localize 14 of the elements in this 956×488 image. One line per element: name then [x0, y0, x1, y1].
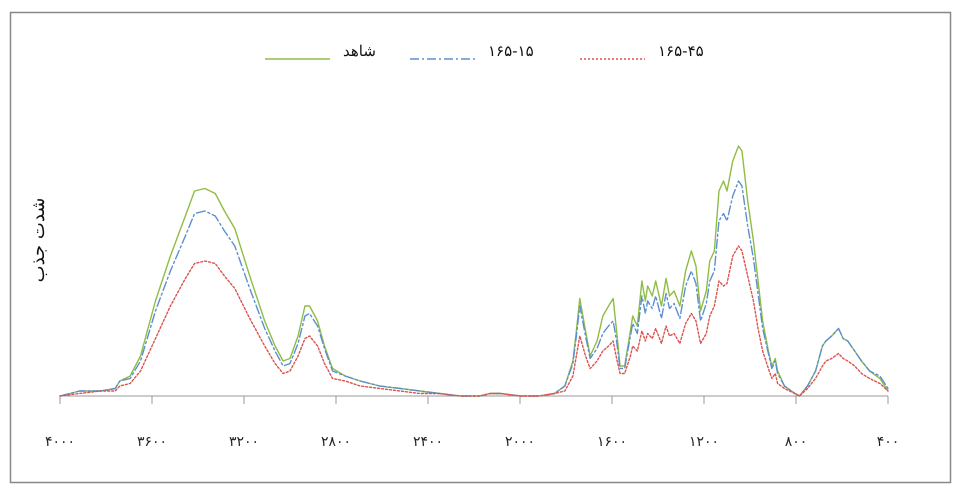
legend-label: شاهد	[343, 42, 376, 60]
x-tick-label: ۸۰۰	[784, 434, 808, 450]
x-tick-label: ۲۸۰۰	[320, 434, 352, 450]
x-tick-label: ۲۴۰۰	[412, 434, 444, 450]
y-axis-title: شدت جذب	[28, 198, 49, 282]
x-tick-label: ۲۰۰۰	[504, 434, 536, 450]
x-tick-label: ۱۲۰۰	[688, 434, 720, 450]
x-tick-label: ۳۶۰۰	[136, 434, 168, 450]
x-tick-label: ۴۰۰۰	[44, 434, 76, 450]
x-tick-label: ۳۲۰۰	[228, 434, 260, 450]
legend-label: ۱۶۵-۴۵	[658, 42, 704, 60]
x-tick-label: ۱۶۰۰	[596, 434, 628, 450]
legend-label: ۱۶۵-۱۵	[488, 42, 534, 60]
x-tick-label: ۴۰۰	[876, 434, 900, 450]
